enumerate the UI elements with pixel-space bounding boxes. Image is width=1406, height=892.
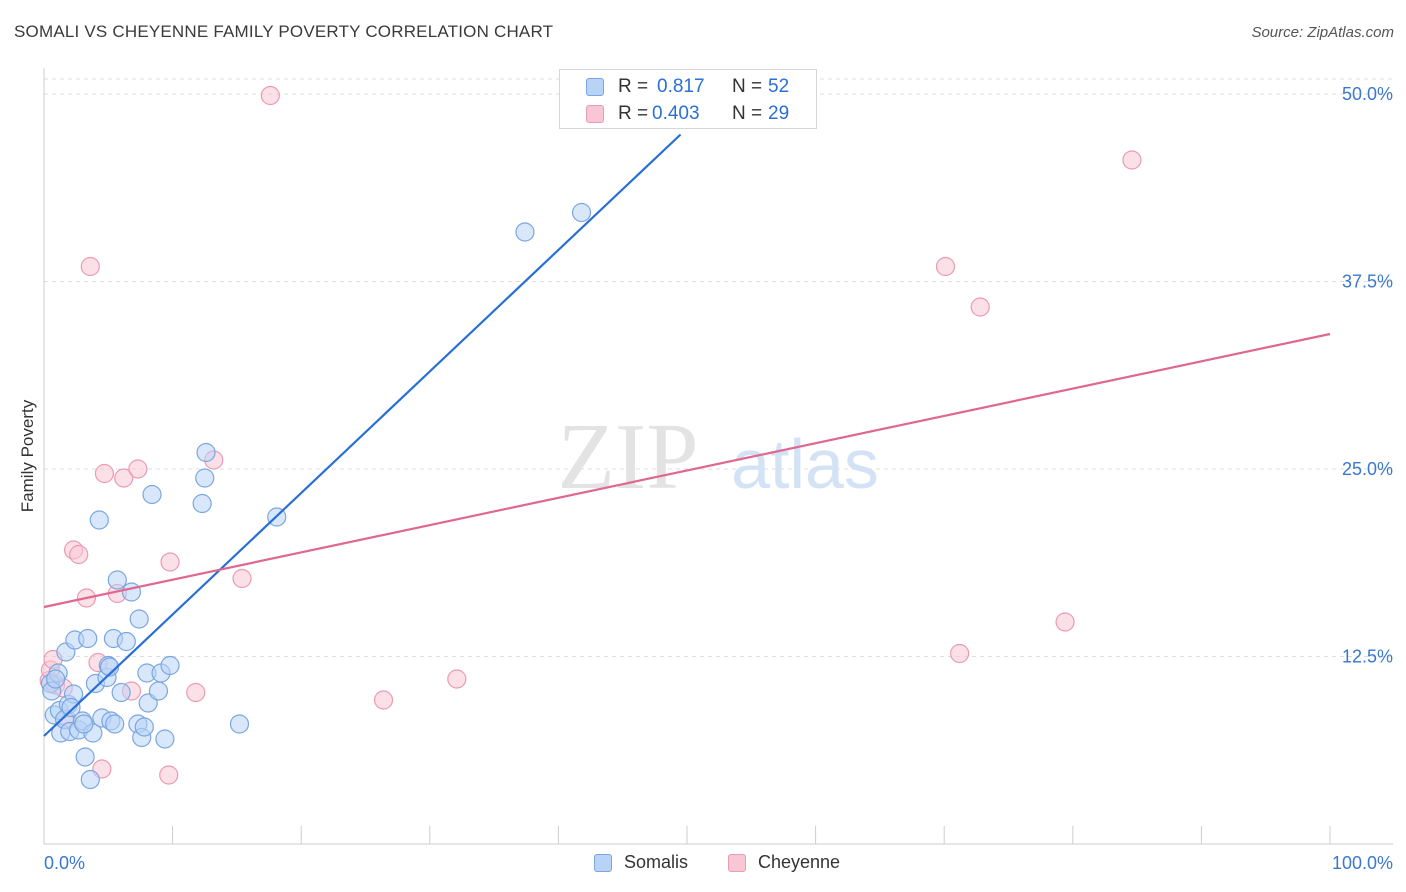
legend-swatch-somalis-bottom	[594, 853, 612, 872]
legend-item-somalis[interactable]: Somalis	[594, 852, 688, 873]
watermark-zip: ZIP	[558, 405, 699, 509]
cheyenne-point-9	[80, 256, 100, 277]
legend-swatch-cheyenne-bottom	[728, 853, 746, 872]
somalis-point-39	[155, 729, 175, 749]
y-tick-labels: 12.5% 25.0% 37.5% 50.0%	[1342, 84, 1393, 667]
somalis-point-48	[45, 669, 66, 689]
cheyenne-point-17	[159, 765, 179, 785]
somalis-point-14	[75, 747, 95, 767]
somalis-point-16	[80, 769, 100, 790]
cheyenne-point-16	[128, 459, 148, 479]
somalis-point-37	[148, 681, 169, 701]
chart-title: SOMALI VS CHEYENNE FAMILY POVERTY CORREL…	[14, 22, 554, 41]
somalis-point-44	[229, 714, 250, 734]
somalis-point-33	[134, 717, 154, 737]
cheyenne-point-18	[160, 552, 180, 572]
watermark: ZIP atlas	[558, 405, 879, 509]
source-label: Source: ZipAtlas.com	[1251, 24, 1394, 41]
y-axis-label: Family Poverty	[18, 399, 37, 512]
legend-r-value-2: 0.403	[652, 103, 700, 124]
cheyenne-point-24	[447, 669, 467, 689]
somalis-point-31	[129, 609, 149, 629]
x-tick-label-max: 100.0%	[1332, 853, 1393, 873]
cheyenne-point-28	[1055, 612, 1075, 632]
watermark-atlas: atlas	[731, 425, 879, 503]
somalis-point-25	[105, 714, 125, 734]
y-tick-label-1: 25.0%	[1342, 459, 1393, 479]
legend-label-cheyenne: Cheyenne	[758, 852, 841, 872]
legend-n-label-1: N =	[732, 76, 763, 97]
somalis-point-15	[78, 628, 98, 649]
y-tick-label-3: 50.0%	[1342, 84, 1393, 104]
somalis-point-26	[107, 570, 127, 590]
somalis-point-36	[142, 484, 162, 505]
cheyenne-point-14	[114, 468, 134, 488]
somalis-point-47	[571, 202, 592, 223]
somalis-point-28	[116, 631, 136, 652]
series-legend: Somalis Cheyenne	[0, 852, 1406, 878]
cheyenne-point-23	[373, 690, 394, 710]
somalis-point-29	[121, 582, 142, 602]
somalis-point-19	[89, 510, 109, 530]
legend-n-value-2: 29	[768, 103, 790, 124]
somalis-point-27	[111, 682, 131, 703]
legend-r-value-1: 0.817	[657, 76, 705, 97]
legend-n-value-1: 52	[768, 76, 790, 97]
legend-swatch-somalis	[586, 78, 604, 96]
somalis-trendline	[43, 133, 682, 737]
y-tick-label-2: 37.5%	[1342, 272, 1393, 292]
somalis-point-40	[160, 655, 180, 676]
somalis-point-41	[192, 493, 212, 514]
cheyenne-point-25	[935, 256, 956, 277]
legend-swatch-cheyenne	[586, 105, 604, 123]
axes	[43, 68, 1393, 845]
cheyenne-point-19	[186, 682, 206, 703]
trendlines	[43, 133, 1331, 737]
grid-lines	[44, 78, 1393, 657]
somalis-point-46	[515, 222, 535, 242]
somalis-point-43	[196, 442, 216, 463]
cheyenne-point-26	[950, 643, 970, 664]
legend-r-label-1: R =	[618, 76, 649, 97]
cheyenne-trendline	[43, 332, 1331, 609]
cheyenne-point-21	[232, 568, 252, 589]
correlation-legend: R = 0.817 N = 52 R = 0.403 N = 29	[559, 69, 817, 129]
somalis-point-49	[61, 697, 81, 718]
legend-n-label-2: N =	[732, 103, 763, 124]
y-tick-label-0: 12.5%	[1342, 647, 1393, 667]
legend-item-cheyenne[interactable]: Cheyenne	[728, 852, 840, 873]
cheyenne-point-12	[94, 463, 115, 484]
legend-label-somalis: Somalis	[624, 852, 689, 872]
cheyenne-point-22	[260, 85, 280, 106]
somalis-point-42	[195, 468, 215, 488]
legend-r-label-2: R =	[618, 103, 649, 124]
cheyenne-point-7	[69, 544, 89, 565]
somalis-points	[40, 202, 592, 790]
cheyenne-point-27	[970, 297, 990, 317]
x-tick-label-min: 0.0%	[44, 853, 85, 873]
cheyenne-point-29	[1122, 150, 1142, 170]
somalis-point-50	[74, 714, 94, 734]
